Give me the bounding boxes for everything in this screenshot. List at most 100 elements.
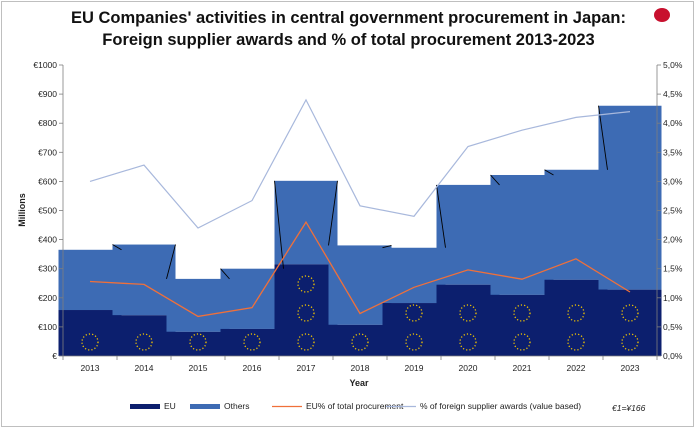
bars-layer: [58, 105, 662, 356]
lines-layer: [89, 98, 631, 318]
x-tick-label: 2013: [81, 363, 100, 373]
series-connector-2016: [274, 180, 284, 269]
x-tick-label: 2023: [621, 363, 640, 373]
y2-tick-label: 0,0%: [663, 351, 683, 361]
y-tick-label: €800: [38, 118, 57, 128]
eu-stars-icon: [351, 333, 369, 351]
eu-stars-icon: [405, 304, 423, 322]
legend-swatch-eu: [130, 404, 160, 409]
legend-label-others: Others: [224, 401, 250, 411]
series-connector-2022: [598, 105, 608, 170]
bar-others-2020: [436, 184, 500, 285]
series-connector-2014: [166, 244, 176, 279]
y2-tick-label: 2,0%: [663, 235, 683, 245]
x-tick-label: 2015: [189, 363, 208, 373]
eu-stars-icon: [567, 304, 585, 322]
y2-tick-label: 3,5%: [663, 147, 683, 157]
bar-others-2019: [382, 247, 446, 304]
x-tick-label: 2022: [567, 363, 586, 373]
x-axis-title: Year: [349, 378, 369, 388]
x-tick-label: 2021: [513, 363, 532, 373]
legend-label-eu-pct: EU% of total procurement: [306, 401, 404, 411]
bar-eu-2022: [544, 279, 608, 356]
x-tick-label: 2017: [297, 363, 316, 373]
series-connector-2015: [220, 268, 230, 280]
series-connector-2020: [490, 174, 500, 186]
bar-eu-2018: [328, 324, 392, 356]
y-tick-label: €300: [38, 264, 57, 274]
chart-title-line-2: Foreign supplier awards and % of total p…: [102, 31, 595, 49]
line-eu-pct: [89, 220, 631, 318]
y-axis-title: Millions: [17, 193, 27, 227]
series-connector-2021: [544, 169, 554, 176]
eu-stars-icon: [621, 304, 639, 322]
eu-stars-icon: [459, 304, 477, 322]
y2-tick-label: 4,0%: [663, 118, 683, 128]
bar-others-2014: [112, 244, 176, 316]
axes-layer: € €100 €200 €300 €400 €500 €600 €700 €800 €900 €10…: [33, 60, 682, 373]
y-tick-label: €1000: [33, 60, 57, 70]
eu-stars-icon: [297, 304, 315, 322]
legend-label-eu: EU: [164, 401, 176, 411]
bar-others-2021: [490, 174, 554, 295]
y-tick-label: €: [52, 351, 57, 361]
y-tick-label: €600: [38, 176, 57, 186]
y-tick-label: €200: [38, 293, 57, 303]
y2-tick-label: 2,5%: [663, 206, 683, 216]
y2-tick-label: 4,5%: [663, 89, 683, 99]
legend: EU Others EU% of total procurement % of for…: [130, 401, 581, 411]
eu-stars-icon: [135, 333, 153, 351]
bar-others-2013: [58, 249, 122, 311]
y-tick-label: €700: [38, 147, 57, 157]
x-tick-label: 2016: [243, 363, 262, 373]
y2-tick-label: 5,0%: [663, 60, 683, 70]
exchange-rate-note: €1=¥166: [612, 403, 646, 413]
y2-tick-label: 0,5%: [663, 322, 683, 332]
bar-others-2022: [544, 169, 608, 280]
eu-stars-icon: [81, 333, 99, 351]
bar-others-2015: [166, 278, 230, 332]
eu-stars-icon: [189, 333, 207, 351]
eu-stars-icon: [297, 333, 315, 351]
bar-eu-2019: [382, 303, 446, 356]
line-foreign-supplier-pct: [89, 98, 631, 229]
bar-eu-2017: [274, 264, 338, 356]
eu-stars-icon: [405, 333, 423, 351]
bar-eu-2021: [490, 294, 554, 356]
series-connector-2018: [382, 244, 392, 249]
bar-eu-2015: [166, 331, 230, 356]
bar-eu-2016: [220, 328, 284, 356]
legend-swatch-others: [190, 404, 220, 409]
y-tick-label: €100: [38, 322, 57, 332]
eu-stars-icon: [621, 333, 639, 351]
eu-japan-logo-icon: [654, 8, 670, 22]
series-connector-2013: [112, 244, 122, 251]
bar-eu-2023: [598, 289, 662, 356]
eu-stars-icon: [243, 333, 261, 351]
y-tick-label: €900: [38, 89, 57, 99]
y2-tick-label: 1,5%: [663, 264, 683, 274]
eu-stars-icon: [513, 333, 531, 351]
eu-stars-icon: [567, 333, 585, 351]
x-tick-label: 2018: [351, 363, 370, 373]
bar-eu-2014: [112, 315, 176, 356]
bar-others-2016: [220, 268, 284, 329]
chart-title-line-1: EU Companies' activities in central gove…: [71, 9, 626, 27]
y2-tick-label: 3,0%: [663, 176, 683, 186]
series-connector-2019: [436, 184, 446, 248]
legend-label-foreign-pct: % of foreign supplier awards (value base…: [420, 401, 581, 411]
x-tick-label: 2020: [459, 363, 478, 373]
x-tick-label: 2019: [405, 363, 424, 373]
bar-eu-2013: [58, 310, 122, 356]
eu-stars-icon: [459, 333, 477, 351]
y2-tick-label: 1,0%: [663, 293, 683, 303]
x-tick-label: 2014: [135, 363, 154, 373]
eu-stars-icon: [297, 275, 315, 293]
bar-others-2023: [598, 105, 662, 290]
bar-others-2018: [328, 245, 392, 325]
eu-stars-icon: [513, 304, 531, 322]
y-tick-label: €400: [38, 235, 57, 245]
series-connector-2017: [328, 180, 338, 246]
y-tick-label: €500: [38, 206, 57, 216]
